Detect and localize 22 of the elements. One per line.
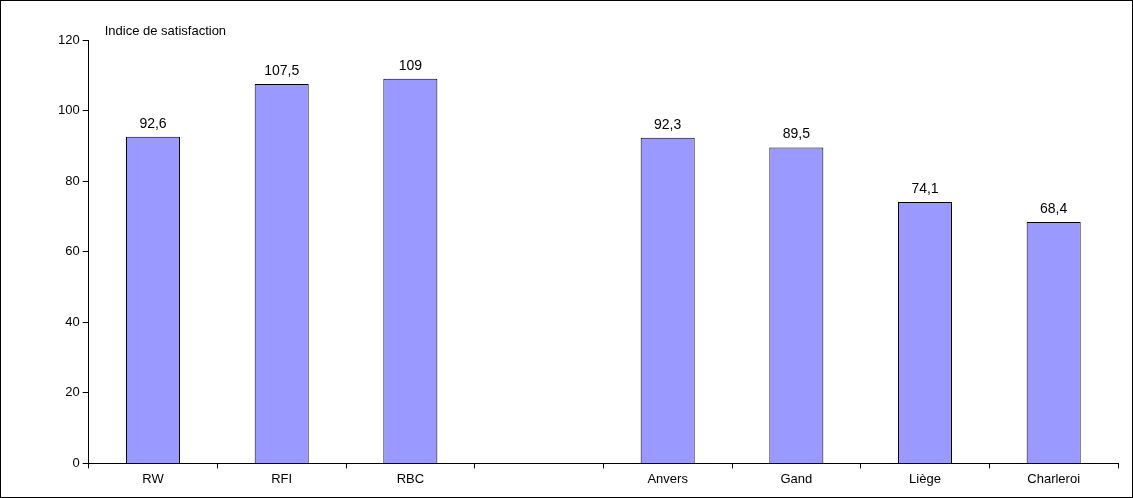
x-tick-label: Anvers (647, 470, 689, 486)
x-tick-label: RBC (396, 470, 425, 486)
data-label: 68,4 (1040, 199, 1068, 216)
x-tick-label: Liège (909, 470, 941, 486)
y-tick-label: 120 (57, 31, 80, 47)
data-label: 74,1 (911, 179, 939, 196)
data-label: 92,6 (139, 114, 167, 131)
y-tick-label: 60 (65, 243, 80, 259)
x-tick-label: Gand (780, 470, 813, 486)
data-label: 109 (398, 56, 423, 73)
x-tick-label: RFI (271, 470, 293, 486)
data-label: 107,5 (264, 61, 300, 78)
x-tick-label: RW (142, 470, 165, 486)
y-tick-label: 0 (72, 454, 80, 470)
y-tick-label: 100 (57, 102, 80, 118)
data-label: 92,3 (654, 115, 682, 132)
y-axis-title: Indice de satisfaction (104, 23, 227, 39)
y-tick-label: 20 (65, 384, 80, 400)
y-tick-label: 80 (65, 172, 80, 188)
data-label: 89,5 (782, 125, 811, 142)
y-tick-label: 40 (65, 313, 80, 329)
x-tick-label: Charleroi (1027, 470, 1081, 486)
